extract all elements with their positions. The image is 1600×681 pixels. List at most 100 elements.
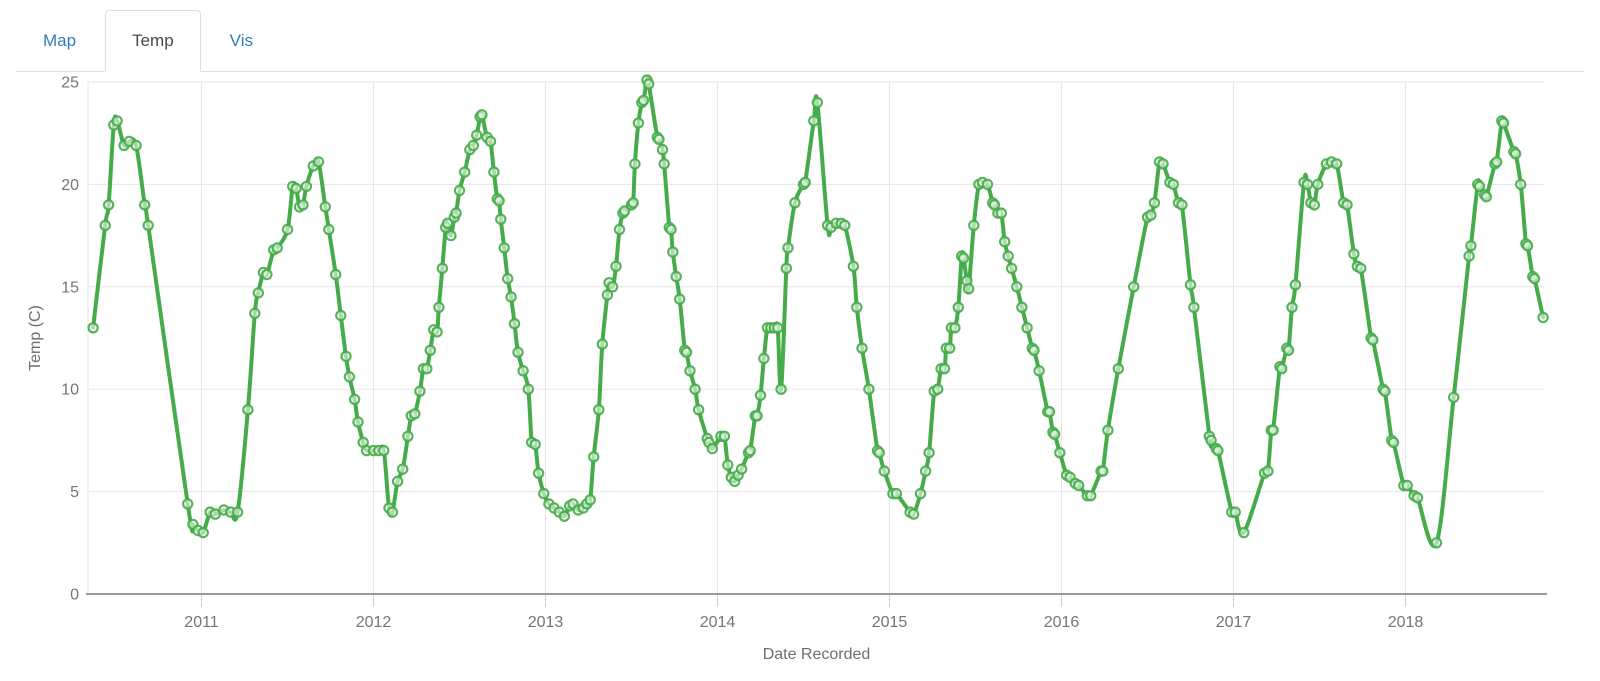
data-point-marker	[1028, 344, 1040, 356]
data-point-marker	[938, 363, 951, 375]
data-point-marker	[488, 166, 500, 178]
data-point-marker	[674, 293, 686, 305]
data-point-marker	[968, 219, 980, 232]
data-point-marker	[352, 416, 364, 428]
data-point-marker	[637, 94, 650, 107]
data-point-marker	[1473, 180, 1486, 193]
data-point-marker	[1497, 117, 1510, 129]
data-point-marker	[517, 365, 529, 377]
data-point-marker	[670, 270, 682, 283]
data-point-marker	[197, 526, 209, 539]
data-point-marker	[1102, 424, 1114, 436]
data-point-marker	[744, 444, 756, 457]
data-point-marker	[1205, 434, 1217, 447]
data-point-marker	[414, 385, 426, 397]
data-point-marker	[1430, 537, 1443, 549]
y-axis-tick-label: 15	[61, 279, 79, 296]
x-axis-tick-label: 2018	[1388, 614, 1424, 631]
data-point-marker	[1301, 178, 1314, 191]
data-point-marker	[1016, 301, 1028, 313]
data-point-marker	[692, 404, 705, 416]
data-point-marker	[952, 301, 965, 313]
tab-vis[interactable]: Vis	[229, 31, 253, 50]
data-point-marker	[471, 129, 483, 141]
data-point-marker	[1184, 279, 1197, 291]
data-point-marker	[290, 182, 302, 195]
data-point-marker	[1355, 262, 1367, 275]
data-point-marker	[722, 459, 734, 471]
x-axis-tick-label: 2016	[1044, 614, 1080, 631]
data-point-marker	[111, 115, 123, 127]
data-point-marker	[1411, 492, 1424, 504]
y-axis-tick-label: 20	[61, 177, 79, 194]
tab-temp[interactable]: Temp	[105, 10, 201, 72]
data-point-marker	[890, 487, 903, 500]
data-point-marker	[1002, 250, 1014, 262]
data-point-marker	[319, 201, 331, 213]
y-axis-title: Temp (C)	[27, 305, 44, 371]
data-point-marker	[348, 393, 361, 406]
data-point-marker	[498, 242, 510, 254]
data-point-marker	[1465, 240, 1477, 252]
data-point-marker	[1188, 301, 1200, 313]
data-point-marker	[873, 447, 885, 459]
data-point-marker	[99, 219, 111, 232]
data-point-marker	[441, 217, 454, 229]
data-point-marker	[476, 109, 488, 121]
data-point-marker	[1167, 178, 1180, 191]
x-axis-tick-label: 2012	[356, 614, 392, 631]
data-point-marker	[181, 498, 194, 510]
data-point-marker	[856, 342, 868, 354]
data-point-marker	[1021, 322, 1033, 334]
data-point-marker	[409, 408, 421, 420]
data-point-marker	[1145, 209, 1157, 221]
data-point-marker	[87, 322, 99, 334]
data-point-marker	[839, 219, 851, 232]
data-point-marker	[433, 301, 445, 313]
data-point-marker	[209, 508, 221, 520]
data-point-marker	[1084, 490, 1097, 502]
data-point-marker	[618, 205, 631, 217]
data-point-marker	[378, 444, 390, 457]
data-point-marker	[1348, 248, 1360, 260]
x-axis-tick-label: 2017	[1216, 614, 1252, 631]
data-point-marker	[914, 487, 927, 500]
data-point-marker	[1282, 344, 1295, 356]
tab-map-item: Map	[16, 10, 103, 72]
data-point-marker	[1286, 301, 1298, 313]
data-point-marker	[450, 207, 462, 219]
data-point-marker	[558, 510, 571, 522]
data-point-marker	[1367, 334, 1379, 346]
data-point-marker	[1054, 447, 1066, 459]
data-point-marker	[981, 178, 994, 191]
data-point-marker	[799, 176, 811, 189]
data-point-marker	[1341, 199, 1353, 211]
data-point-marker	[522, 383, 535, 395]
data-point-marker	[297, 199, 309, 211]
data-point-marker	[453, 184, 466, 197]
data-point-marker	[863, 383, 875, 395]
temp-line	[91, 75, 1546, 548]
data-point-marker	[459, 166, 471, 178]
data-point-marker	[754, 389, 767, 401]
tab-temp-item: Temp	[105, 10, 201, 72]
data-point-marker	[1447, 391, 1460, 404]
data-point-marker	[995, 207, 1008, 219]
data-point-marker	[1212, 444, 1224, 457]
data-point-marker	[596, 338, 609, 350]
data-point-marker	[932, 383, 944, 395]
data-point-marker	[1011, 281, 1023, 293]
data-point-marker	[689, 383, 701, 395]
data-point-marker	[1267, 424, 1279, 436]
data-point-marker	[445, 229, 457, 242]
data-point-marker	[613, 223, 626, 236]
data-point-marker	[1262, 465, 1274, 477]
data-point-marker	[851, 301, 863, 313]
data-point-marker	[949, 322, 961, 334]
data-point-marker	[1480, 190, 1493, 203]
x-axis-tick-label: 2011	[184, 614, 219, 631]
y-axis-tick-label: 10	[61, 382, 79, 399]
tab-map[interactable]: Map	[43, 31, 77, 50]
data-point-marker	[281, 223, 294, 236]
